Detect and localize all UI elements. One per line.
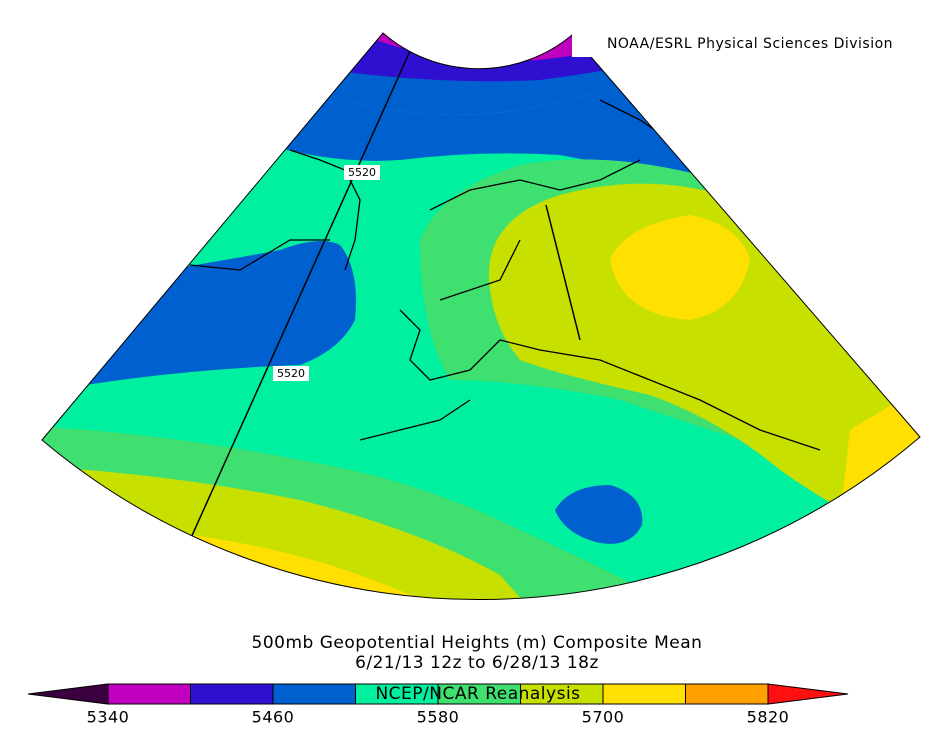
blob-blue-south [555,485,643,544]
source-label: NCEP/NCAR Reanalysis [375,684,580,704]
blob-yellow [610,215,750,320]
border [545,204,581,341]
contour-label: 5520 [277,367,305,380]
colorbar-tick-label: 5700 [582,708,625,727]
colorbar-tick-label: 5580 [417,708,460,727]
map-field [42,33,920,600]
colorbar-tick-label: 5820 [747,708,790,727]
colorbar-tick-label: 5340 [87,708,130,727]
title-line: 6/21/13 12z to 6/28/13 18z [355,653,599,673]
meridian [189,39,416,541]
contour-label-box [273,366,309,381]
title-line: 500mb Geopotential Heights (m) Composite… [252,633,703,653]
coastline [189,99,821,451]
contour-label-box [344,165,380,180]
contour-label: 5520 [348,166,376,179]
colorbar-box [190,683,274,705]
colorbar-box [107,683,191,705]
map-outline [41,32,921,601]
credit: NOAA/ESRL Physical Sciences Division [607,36,893,52]
colorbar-box [272,683,356,705]
colorbar [27,683,849,705]
colorbar-box [685,683,769,705]
colorbar-tip [27,683,109,705]
colorbar-tick-label: 5460 [252,708,295,727]
colorbar-box [602,683,686,705]
colorbar-tip [767,683,849,705]
band-blue-top [250,33,700,115]
credit-box [572,30,912,57]
